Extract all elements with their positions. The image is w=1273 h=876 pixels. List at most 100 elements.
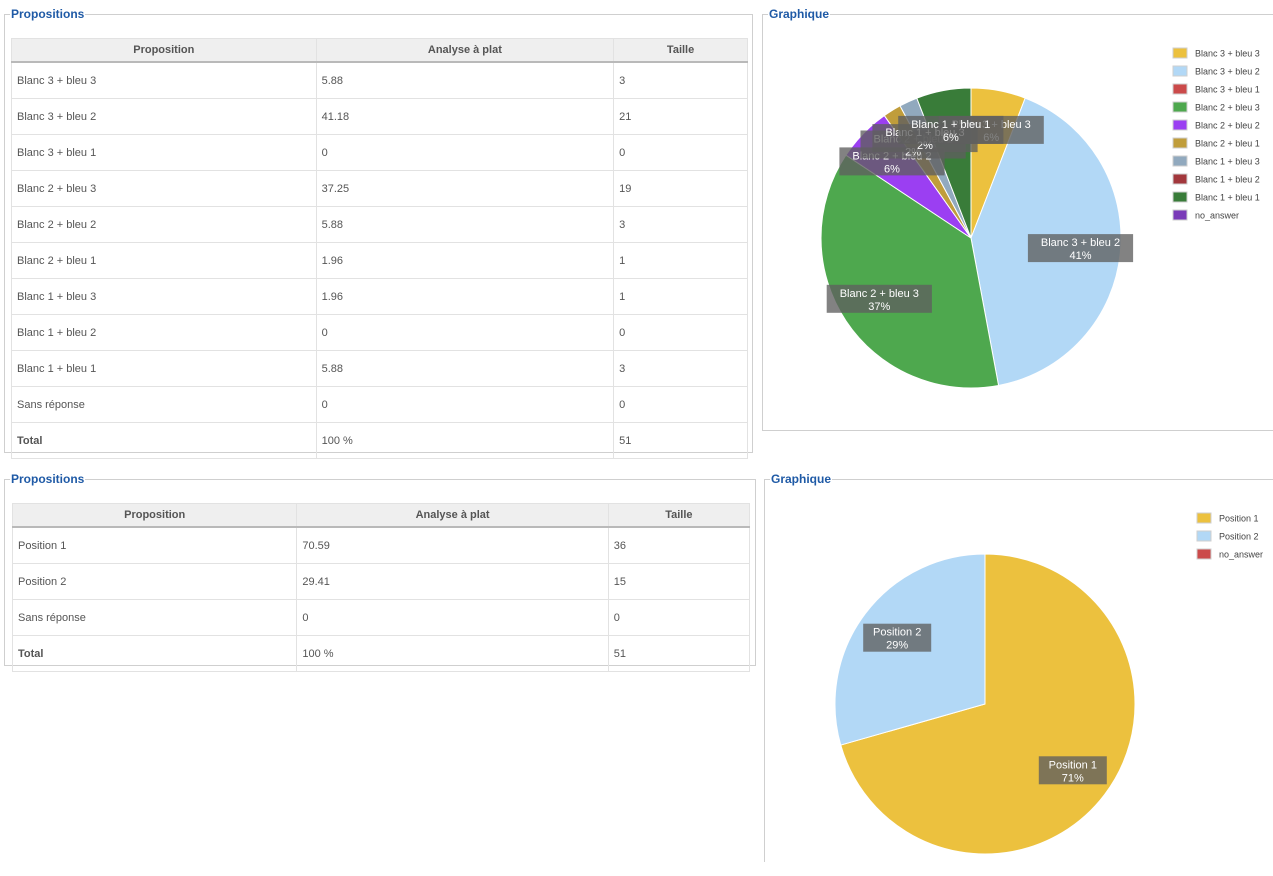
slice-label-blanc-2-bleu-3: Blanc 2 + bleu 337% — [826, 284, 932, 313]
legend-label-blanc-1-bleu-1: Blanc 1 + bleu 1 — [1195, 193, 1260, 203]
cell-proposition: Blanc 1 + bleu 2 — [11, 314, 317, 351]
slice-label-position-1: Position 171% — [1038, 756, 1107, 785]
cell-analyse: 5.88 — [315, 350, 615, 387]
pie-chart-2: Position 171%Position 229%Position 1Posi… — [834, 512, 1263, 855]
slice-label-bg — [826, 284, 932, 313]
table-row: Blanc 2 + bleu 3 37.25 19 — [11, 170, 748, 207]
table-row: Blanc 2 + bleu 2 5.88 3 — [11, 206, 748, 243]
legend-swatch-blanc-2-bleu-2 — [1172, 119, 1188, 131]
cell-analyse: 1.96 — [315, 278, 615, 315]
slice-label-name: Position 1 — [1049, 759, 1097, 771]
table-row: Sans réponse 0 0 — [11, 386, 748, 423]
legend-label-blanc-3-bleu-1: Blanc 3 + bleu 1 — [1195, 85, 1260, 95]
legend-label-blanc-3-bleu-3: Blanc 3 + bleu 3 — [1195, 49, 1260, 59]
cell-taille: 21 — [613, 98, 748, 135]
slice-label-position-2: Position 229% — [863, 623, 932, 652]
legend-label-position-1: Position 1 — [1219, 514, 1259, 524]
cell-analyse: 29.41 — [296, 563, 609, 600]
cell-proposition: Blanc 2 + bleu 2 — [11, 206, 317, 243]
column-header-analyse[interactable]: Analyse à plat — [296, 503, 609, 528]
column-header-proposition[interactable]: Proposition — [11, 503, 298, 528]
cell-analyse: 5.88 — [315, 61, 615, 99]
legend-label-no-answer: no_answer — [1219, 550, 1263, 560]
cell-proposition: Blanc 3 + bleu 3 — [11, 61, 317, 99]
slice-label-blanc-3-bleu-2: Blanc 3 + bleu 241% — [1027, 234, 1134, 263]
cell-analyse: 37.25 — [315, 170, 615, 207]
cell-taille: 1 — [613, 242, 748, 279]
table-row: Position 2 29.41 15 — [11, 563, 751, 600]
cell-proposition: Position 2 — [11, 563, 298, 600]
cell-analyse: 41.18 — [315, 98, 615, 135]
slice-label-bg — [898, 115, 1004, 144]
legend-label-blanc-3-bleu-2: Blanc 3 + bleu 2 — [1195, 67, 1260, 77]
legend-label-blanc-2-bleu-1: Blanc 2 + bleu 1 — [1195, 139, 1260, 149]
column-header-proposition[interactable]: Proposition — [11, 38, 317, 63]
slice-label-blanc-1-bleu-1: Blanc 1 + bleu 16% — [898, 115, 1004, 144]
panel-title: Propositions — [11, 472, 85, 486]
legend-swatch-no-answer — [1172, 209, 1188, 221]
cell-taille: 3 — [613, 350, 748, 387]
cell-analyse: 0 — [315, 314, 615, 351]
legend-swatch-no-answer — [1196, 548, 1212, 560]
cell-proposition: Sans réponse — [11, 599, 298, 636]
legend-swatch-blanc-1-bleu-3 — [1172, 155, 1188, 167]
cell-analyse: 5.88 — [315, 206, 615, 243]
table-row: Blanc 1 + bleu 1 5.88 3 — [11, 350, 748, 387]
legend-label-position-2: Position 2 — [1219, 532, 1259, 542]
legend-swatch-blanc-1-bleu-1 — [1172, 191, 1188, 203]
legend-swatch-position-1 — [1196, 512, 1212, 524]
total-count: 51 — [613, 422, 748, 459]
legend-swatch-blanc-1-bleu-2 — [1172, 173, 1188, 185]
legend-swatch-blanc-3-bleu-2 — [1172, 65, 1188, 77]
cell-taille: 19 — [613, 170, 748, 207]
table-row: Blanc 2 + bleu 1 1.96 1 — [11, 242, 748, 279]
graphique-panel-1: Graphique Blanc 3 + bleu 3 6% Blanc 3 + bl… — [762, 7, 1273, 431]
column-header-analyse[interactable]: Analyse à plat — [315, 38, 615, 63]
cell-analyse: 0 — [315, 386, 615, 423]
slice-label-percent: 71% — [1062, 772, 1084, 784]
slice-label-name: Blanc 1 + bleu 1 — [911, 119, 990, 131]
cell-taille: 1 — [613, 278, 748, 315]
propositions-panel-1: Propositions Proposition Analyse à plat … — [4, 7, 753, 459]
legend-label-blanc-1-bleu-3: Blanc 1 + bleu 3 — [1195, 157, 1260, 167]
total-percent: 100 % — [315, 422, 615, 459]
graphique-panel-2: Graphique Position 1 71% Position 2 29% Posi… — [764, 472, 1273, 862]
propositions-panel-2: Propositions Proposition Analyse à plat … — [4, 472, 756, 672]
pie-chart-1: Blanc 3 + bleu 36%Blanc 3 + bleu 241%Bla… — [820, 47, 1260, 389]
table-row: Sans réponse 0 0 — [11, 599, 751, 636]
table-row: Position 1 70.59 36 — [11, 526, 751, 564]
cell-taille: 0 — [613, 314, 748, 351]
slice-label-name: Blanc 3 + bleu 2 — [1041, 237, 1120, 249]
cell-taille: 0 — [613, 386, 748, 423]
legend-label-blanc-1-bleu-2: Blanc 1 + bleu 2 — [1195, 175, 1260, 185]
legend-label-no-answer: no_answer — [1195, 211, 1239, 221]
column-header-taille[interactable]: Taille — [607, 503, 751, 528]
panel-title: Graphique — [771, 472, 832, 486]
legend-label-blanc-2-bleu-2: Blanc 2 + bleu 2 — [1195, 121, 1260, 131]
table-row: Blanc 3 + bleu 3 5.88 3 — [11, 61, 748, 99]
table-row: Blanc 1 + bleu 3 1.96 1 — [11, 278, 748, 315]
slice-label-name: Blanc 2 + bleu 3 — [840, 288, 919, 300]
panel-title: Propositions — [11, 7, 85, 21]
legend-swatch-blanc-2-bleu-1 — [1172, 137, 1188, 149]
cell-taille: 3 — [613, 61, 748, 99]
slice-label-bg — [1027, 234, 1134, 263]
table-header-row: Proposition Analyse à plat Taille — [11, 38, 748, 63]
total-label: Total — [11, 422, 317, 459]
cell-taille: 15 — [607, 563, 751, 600]
cell-analyse: 70.59 — [296, 526, 609, 564]
table-row: Blanc 3 + bleu 2 41.18 21 — [11, 98, 748, 135]
pie-slice-blanc-2-bleu-3[interactable] — [820, 154, 1000, 389]
cell-analyse: 1.96 — [315, 242, 615, 279]
total-percent: 100 % — [296, 635, 609, 672]
slice-label-percent: 41% — [1069, 250, 1091, 262]
cell-proposition: Blanc 3 + bleu 2 — [11, 98, 317, 135]
panel-title: Graphique — [769, 7, 830, 21]
column-header-taille[interactable]: Taille — [613, 38, 748, 63]
table-header-row: Proposition Analyse à plat Taille — [11, 503, 751, 528]
legend-swatch-blanc-2-bleu-3 — [1172, 101, 1188, 113]
cell-analyse: 0 — [315, 134, 615, 171]
chart-legend: Blanc 3 + bleu 3 Blanc 3 + bleu 2 Blanc 3 … — [1172, 47, 1260, 221]
